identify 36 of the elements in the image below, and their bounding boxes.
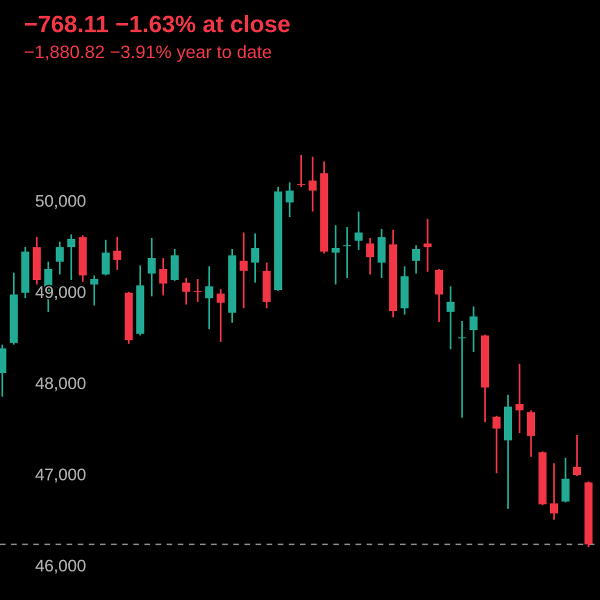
- candlestick: [216, 288, 225, 343]
- candlestick: [102, 238, 110, 276]
- text: −768.11 −1.63% at close: [24, 15, 290, 32]
- candlestick: [561, 456, 570, 504]
- candlestick: [516, 362, 524, 434]
- candlestick: [297, 154, 306, 188]
- candlestick: [527, 410, 536, 458]
- y-tick-label: 47,000: [36, 468, 86, 482]
- candlestick: [492, 414, 501, 474]
- candlestick: [240, 232, 248, 310]
- candlestick: [572, 434, 582, 477]
- candlestick: [159, 257, 168, 296]
- text: −1,880.82 −3.91% year to date: [24, 45, 272, 62]
- candlestick: [424, 218, 432, 273]
- candlestick: [354, 210, 363, 251]
- candlestick: [194, 278, 202, 303]
- candlestick: [458, 320, 466, 418]
- candlestick: [67, 234, 76, 281]
- candlestick: [251, 232, 260, 284]
- candlestick: [550, 462, 558, 521]
- y-tick-label: 46,000: [36, 560, 86, 574]
- candlestick: [308, 156, 317, 212]
- candlestick: [286, 182, 294, 218]
- y-tick-label: 50,000: [36, 195, 86, 209]
- candlestick: [366, 237, 374, 276]
- y-tick-label: 48,000: [36, 377, 86, 392]
- candlestick: [470, 306, 478, 353]
- candlestick: [56, 240, 64, 276]
- candlestick: [332, 224, 340, 286]
- candlestick: [412, 244, 420, 274]
- candlestick: [182, 277, 190, 306]
- candlestick: [205, 265, 214, 330]
- candlestick: [446, 285, 455, 350]
- candlestick: [90, 274, 98, 306]
- candlestick: [148, 237, 156, 298]
- candlestick: [113, 236, 122, 271]
